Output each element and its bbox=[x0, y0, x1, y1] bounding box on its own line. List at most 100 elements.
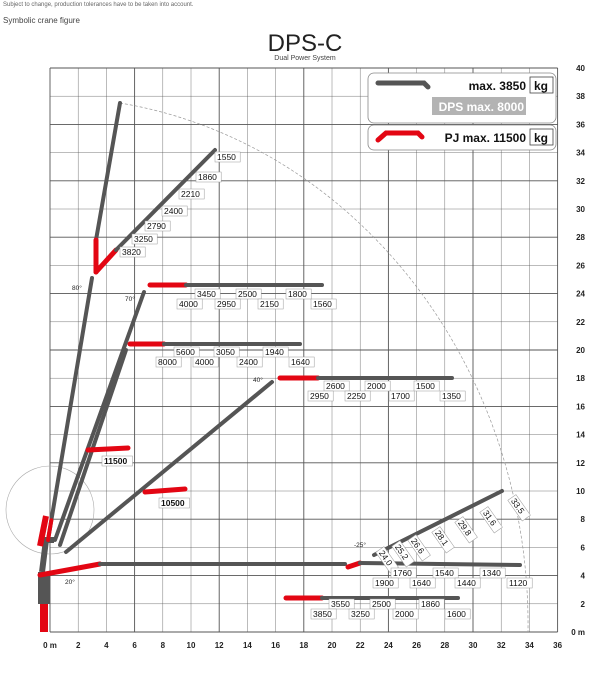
y-tick-label: 4 bbox=[581, 572, 586, 581]
svg-text:1440: 1440 bbox=[457, 578, 476, 588]
load-value: 1640 bbox=[409, 577, 436, 589]
svg-text:4000: 4000 bbox=[179, 299, 198, 309]
svg-text:11500: 11500 bbox=[104, 456, 127, 466]
y-tick-label: 38 bbox=[576, 92, 585, 101]
y-tick-label: 6 bbox=[581, 543, 586, 552]
angle-20: 20° bbox=[65, 578, 75, 586]
load-value: 1560 bbox=[310, 298, 337, 310]
load-value: 1340 bbox=[479, 567, 506, 579]
svg-text:1860: 1860 bbox=[198, 172, 217, 182]
disclaimer-note: Subject to change, production tolerances… bbox=[3, 2, 194, 8]
figure-caption: Symbolic crane figure bbox=[3, 16, 80, 25]
svg-text:1640: 1640 bbox=[291, 357, 310, 367]
load-value: 5600 bbox=[173, 346, 200, 358]
svg-text:2500: 2500 bbox=[238, 289, 257, 299]
load-value: 1550 bbox=[214, 151, 241, 163]
legend-unit-2: kg bbox=[534, 131, 548, 145]
svg-text:1550: 1550 bbox=[217, 152, 236, 162]
load-value: 1350 bbox=[439, 390, 466, 402]
y-tick-label: 22 bbox=[576, 318, 585, 327]
angle-80: 80° bbox=[72, 284, 82, 292]
svg-text:2000: 2000 bbox=[367, 381, 386, 391]
x-tick-label: 10 bbox=[187, 641, 196, 650]
svg-text:1940: 1940 bbox=[265, 347, 284, 357]
svg-text:3450: 3450 bbox=[197, 289, 216, 299]
load-value: 2000 bbox=[364, 380, 391, 392]
load-value: 1900 bbox=[372, 577, 399, 589]
x-tick-label: 24 bbox=[384, 641, 393, 650]
svg-text:2950: 2950 bbox=[310, 391, 329, 401]
load-value: 2400 bbox=[161, 205, 188, 217]
x-tick-label: 26 bbox=[412, 641, 421, 650]
svg-text:2210: 2210 bbox=[181, 189, 200, 199]
load-value: 1540 bbox=[432, 567, 459, 579]
svg-text:1340: 1340 bbox=[482, 568, 501, 578]
load-value: 1940 bbox=[262, 346, 289, 358]
y-tick-label: 20 bbox=[576, 346, 585, 355]
load-value: 1860 bbox=[418, 598, 445, 610]
legend-max: max. 3850 bbox=[469, 79, 527, 93]
x-tick-label: 6 bbox=[132, 641, 137, 650]
svg-text:3250: 3250 bbox=[351, 609, 370, 619]
y-tick-label: 18 bbox=[576, 374, 585, 383]
svg-text:1500: 1500 bbox=[416, 381, 435, 391]
x-tick-label: 2 bbox=[76, 641, 81, 650]
x-tick-label: 20 bbox=[328, 641, 337, 650]
svg-text:2150: 2150 bbox=[260, 299, 279, 309]
svg-text:1560: 1560 bbox=[313, 299, 332, 309]
svg-text:2500: 2500 bbox=[372, 599, 391, 609]
load-value: 1860 bbox=[195, 171, 222, 183]
y-tick-label: 16 bbox=[576, 402, 585, 411]
y-tick-label: 36 bbox=[576, 120, 585, 129]
x-axis-ticks: 0 m 2 4 6 8 10 12 14 16 18 20 22 24 26 28 30 32 34 36 bbox=[43, 641, 562, 650]
load-value: 2500 bbox=[369, 598, 396, 610]
angle-neg25: -25° bbox=[354, 541, 366, 549]
svg-text:10500: 10500 bbox=[161, 498, 185, 508]
svg-text:1120: 1120 bbox=[509, 578, 528, 588]
slew-circle bbox=[5, 465, 95, 555]
y-tick-label: 28 bbox=[576, 233, 585, 242]
load-value: 1440 bbox=[454, 577, 481, 589]
x-tick-label: 22 bbox=[356, 641, 365, 650]
svg-text:3550: 3550 bbox=[331, 599, 350, 609]
load-value: 2000 bbox=[392, 608, 419, 620]
svg-text:1640: 1640 bbox=[412, 578, 431, 588]
svg-text:2250: 2250 bbox=[347, 391, 366, 401]
svg-text:1600: 1600 bbox=[447, 609, 466, 619]
angle-70: 70° bbox=[125, 295, 135, 303]
y-tick-label: 34 bbox=[576, 149, 585, 158]
svg-text:3820: 3820 bbox=[122, 247, 141, 257]
svg-text:1860: 1860 bbox=[421, 599, 440, 609]
x-tick-label: 28 bbox=[440, 641, 449, 650]
load-value: 10500 bbox=[158, 497, 190, 509]
svg-text:2790: 2790 bbox=[147, 221, 166, 231]
x-tick-label: 36 bbox=[553, 641, 562, 650]
legend-dps: DPS max. 8000 bbox=[439, 100, 525, 114]
svg-text:1800: 1800 bbox=[288, 289, 307, 299]
y-tick-label: 12 bbox=[576, 459, 585, 468]
x-tick-label: 14 bbox=[243, 641, 252, 650]
load-value: 2600 bbox=[323, 380, 350, 392]
model-title: DPS-C bbox=[267, 30, 343, 57]
angle-40: 40° bbox=[253, 376, 263, 384]
svg-text:2400: 2400 bbox=[164, 206, 183, 216]
y-tick-label: 0 m bbox=[571, 628, 585, 637]
load-value: 31.6 bbox=[479, 506, 503, 534]
load-value: 3450 bbox=[194, 288, 221, 300]
load-value: 2790 bbox=[144, 220, 171, 232]
legend-pj: PJ max. 11500 bbox=[445, 131, 527, 145]
load-value: 1640 bbox=[288, 356, 315, 368]
legend-boom-icon bbox=[375, 80, 431, 90]
legend-unit-1: kg bbox=[534, 79, 548, 93]
x-tick-label: 32 bbox=[497, 641, 506, 650]
legend-jib-icon bbox=[375, 130, 425, 143]
x-tick-label: 8 bbox=[161, 641, 166, 650]
load-value: 1700 bbox=[388, 390, 415, 402]
load-value: 2250 bbox=[344, 390, 371, 402]
load-value: 2950 bbox=[214, 298, 241, 310]
x-tick-label: 4 bbox=[104, 641, 109, 650]
load-value: 1760 bbox=[390, 567, 417, 579]
x-tick-label: 30 bbox=[469, 641, 478, 650]
svg-text:2600: 2600 bbox=[326, 381, 345, 391]
